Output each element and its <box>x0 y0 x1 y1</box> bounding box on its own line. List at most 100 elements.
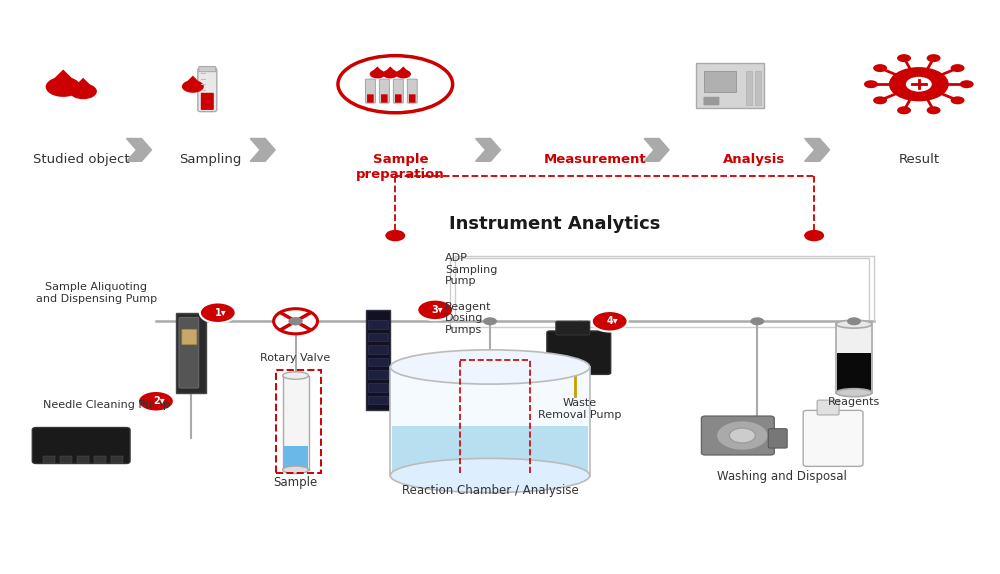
FancyBboxPatch shape <box>201 93 214 110</box>
Polygon shape <box>69 78 97 91</box>
Circle shape <box>46 77 81 97</box>
FancyBboxPatch shape <box>381 94 388 103</box>
FancyBboxPatch shape <box>547 331 611 374</box>
Circle shape <box>385 230 405 241</box>
FancyBboxPatch shape <box>284 447 308 469</box>
Polygon shape <box>396 67 411 74</box>
Circle shape <box>289 317 303 325</box>
FancyBboxPatch shape <box>696 63 764 108</box>
Circle shape <box>951 96 965 104</box>
Circle shape <box>383 69 398 79</box>
Text: Instrument Analytics: Instrument Analytics <box>449 215 661 233</box>
FancyBboxPatch shape <box>198 68 217 111</box>
Ellipse shape <box>390 459 590 492</box>
FancyBboxPatch shape <box>701 416 774 455</box>
Circle shape <box>483 317 497 325</box>
Circle shape <box>370 69 385 79</box>
Text: Reagent
Dosing
Pumps: Reagent Dosing Pumps <box>445 302 492 335</box>
Circle shape <box>847 317 861 325</box>
FancyBboxPatch shape <box>283 375 309 470</box>
Polygon shape <box>370 67 385 74</box>
Circle shape <box>804 230 824 241</box>
FancyBboxPatch shape <box>368 383 388 391</box>
Circle shape <box>417 300 453 320</box>
FancyBboxPatch shape <box>817 400 839 415</box>
Text: Measurement: Measurement <box>543 153 646 166</box>
Ellipse shape <box>390 350 590 384</box>
Text: ADP
Sampling
Pump: ADP Sampling Pump <box>445 253 498 286</box>
FancyBboxPatch shape <box>368 346 388 354</box>
FancyBboxPatch shape <box>837 352 871 393</box>
Text: Studied object: Studied object <box>33 153 129 166</box>
Circle shape <box>289 317 303 325</box>
Circle shape <box>274 309 318 334</box>
Circle shape <box>897 54 911 62</box>
Polygon shape <box>46 69 81 87</box>
FancyBboxPatch shape <box>390 367 590 475</box>
FancyBboxPatch shape <box>379 79 389 103</box>
FancyBboxPatch shape <box>368 333 388 342</box>
Circle shape <box>138 391 174 412</box>
Ellipse shape <box>836 320 872 328</box>
FancyBboxPatch shape <box>836 324 872 393</box>
Text: Sample Aliquoting
and Dispensing Pump: Sample Aliquoting and Dispensing Pump <box>36 282 157 304</box>
Ellipse shape <box>283 466 309 474</box>
Polygon shape <box>127 138 151 161</box>
Polygon shape <box>182 76 204 87</box>
FancyBboxPatch shape <box>176 313 206 393</box>
FancyBboxPatch shape <box>179 317 199 388</box>
FancyBboxPatch shape <box>755 71 761 106</box>
FancyBboxPatch shape <box>368 370 388 379</box>
Text: Sample
preparation: Sample preparation <box>356 153 445 181</box>
Circle shape <box>906 77 932 92</box>
Ellipse shape <box>283 372 309 379</box>
FancyBboxPatch shape <box>182 329 197 345</box>
Text: Needle Cleaning Pump: Needle Cleaning Pump <box>43 400 170 410</box>
Circle shape <box>182 80 204 93</box>
FancyBboxPatch shape <box>111 456 123 463</box>
FancyBboxPatch shape <box>803 410 863 466</box>
Ellipse shape <box>836 389 872 397</box>
FancyBboxPatch shape <box>366 310 390 410</box>
FancyBboxPatch shape <box>368 395 388 404</box>
Text: 1▾: 1▾ <box>215 308 227 317</box>
Polygon shape <box>805 138 830 161</box>
FancyBboxPatch shape <box>746 71 752 106</box>
Polygon shape <box>250 138 275 161</box>
FancyBboxPatch shape <box>392 426 588 475</box>
FancyBboxPatch shape <box>368 358 388 366</box>
Circle shape <box>396 69 411 79</box>
Circle shape <box>960 80 974 88</box>
Polygon shape <box>644 138 669 161</box>
FancyBboxPatch shape <box>60 456 72 463</box>
Text: 4▾: 4▾ <box>607 316 618 326</box>
Circle shape <box>69 83 97 99</box>
Text: Sampling: Sampling <box>180 153 242 166</box>
Text: Rotary Valve: Rotary Valve <box>260 352 331 363</box>
FancyBboxPatch shape <box>556 321 590 335</box>
Circle shape <box>873 96 887 104</box>
FancyBboxPatch shape <box>704 71 736 92</box>
FancyBboxPatch shape <box>703 97 719 106</box>
Text: Reagents: Reagents <box>828 397 880 406</box>
Ellipse shape <box>338 56 453 113</box>
FancyBboxPatch shape <box>768 429 787 448</box>
Circle shape <box>592 311 628 332</box>
FancyBboxPatch shape <box>367 94 374 103</box>
FancyBboxPatch shape <box>365 79 375 103</box>
Polygon shape <box>383 67 398 74</box>
Circle shape <box>864 80 878 88</box>
FancyBboxPatch shape <box>368 320 388 329</box>
Circle shape <box>873 64 887 72</box>
FancyBboxPatch shape <box>32 428 130 464</box>
Text: Result: Result <box>898 153 939 166</box>
Circle shape <box>897 106 911 114</box>
Text: Washing and Disposal: Washing and Disposal <box>717 470 847 483</box>
Text: 3▾: 3▾ <box>431 305 443 315</box>
FancyBboxPatch shape <box>409 94 416 103</box>
FancyBboxPatch shape <box>94 456 106 463</box>
FancyBboxPatch shape <box>393 79 403 103</box>
Circle shape <box>729 428 755 443</box>
Circle shape <box>927 106 941 114</box>
Polygon shape <box>476 138 500 161</box>
